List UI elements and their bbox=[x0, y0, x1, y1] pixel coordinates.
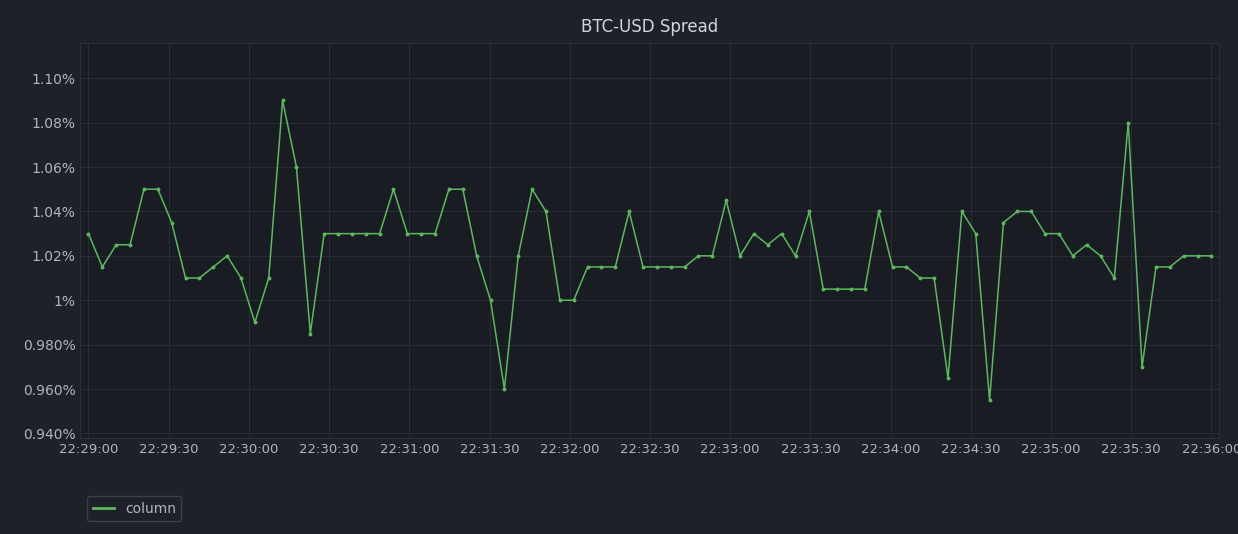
Legend: column: column bbox=[88, 496, 182, 521]
Title: BTC-USD Spread: BTC-USD Spread bbox=[582, 18, 718, 36]
